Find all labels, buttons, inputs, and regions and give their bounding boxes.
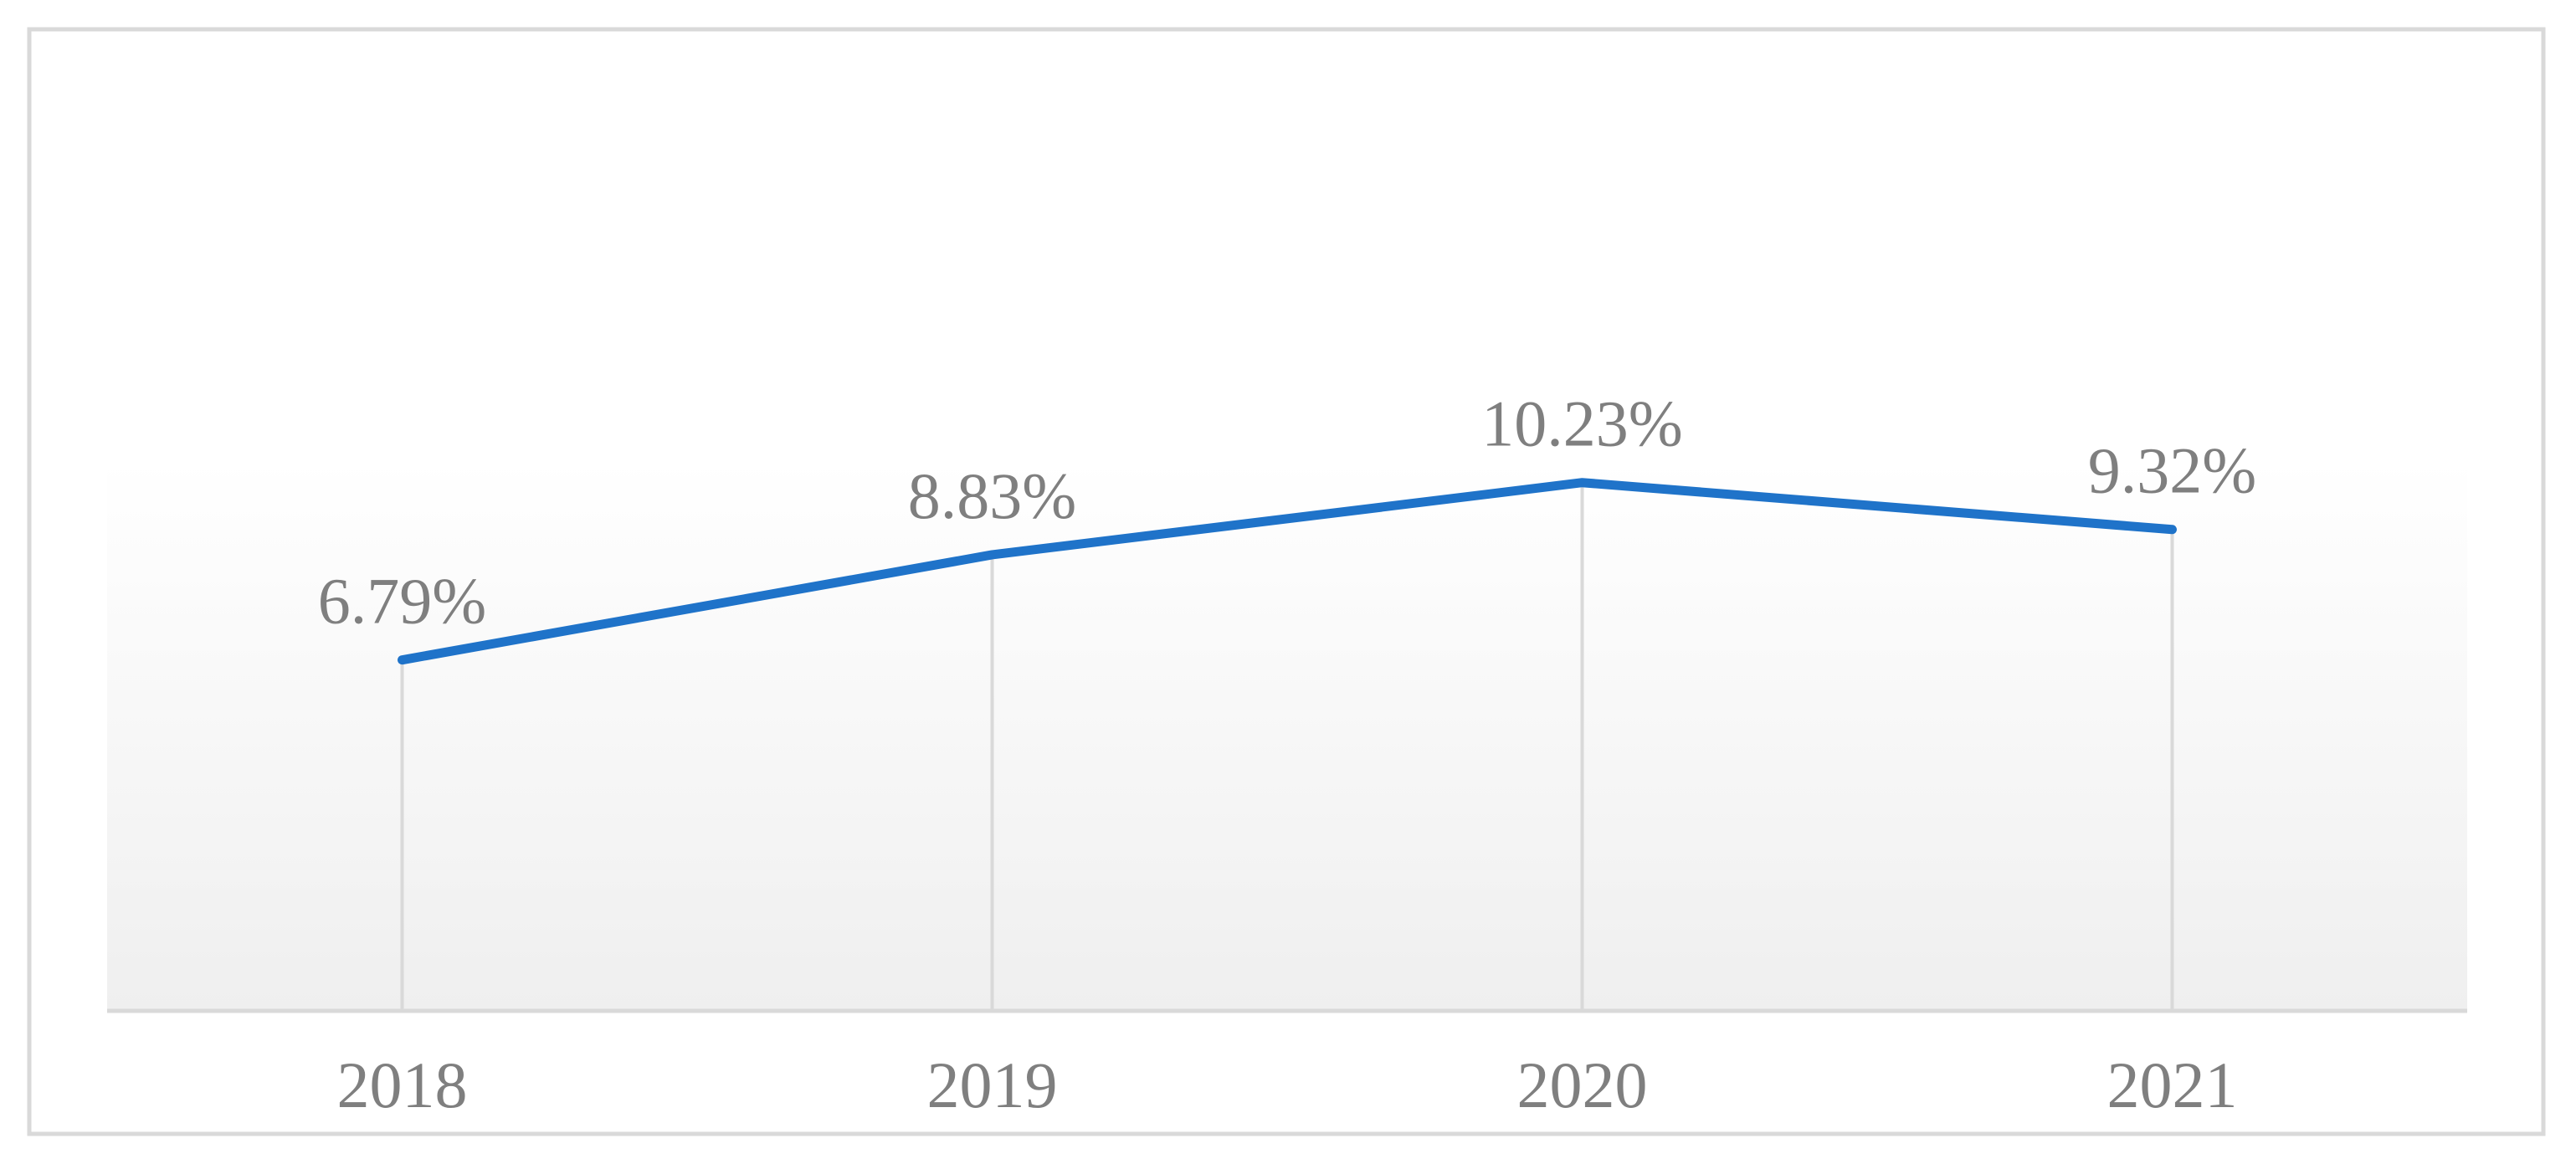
x-tick-label: 2021: [2107, 1049, 2238, 1121]
data-label: 6.79%: [318, 565, 486, 638]
x-tick-label: 2019: [927, 1049, 1058, 1121]
data-label: 8.83%: [908, 459, 1076, 532]
plot-background: [107, 460, 2467, 1010]
x-tick-label: 2020: [1517, 1049, 1648, 1121]
data-label: 9.32%: [2088, 434, 2256, 507]
data-label: 10.23%: [1481, 387, 1682, 460]
x-tick-label: 2018: [337, 1049, 468, 1121]
series-line: [398, 478, 2177, 665]
